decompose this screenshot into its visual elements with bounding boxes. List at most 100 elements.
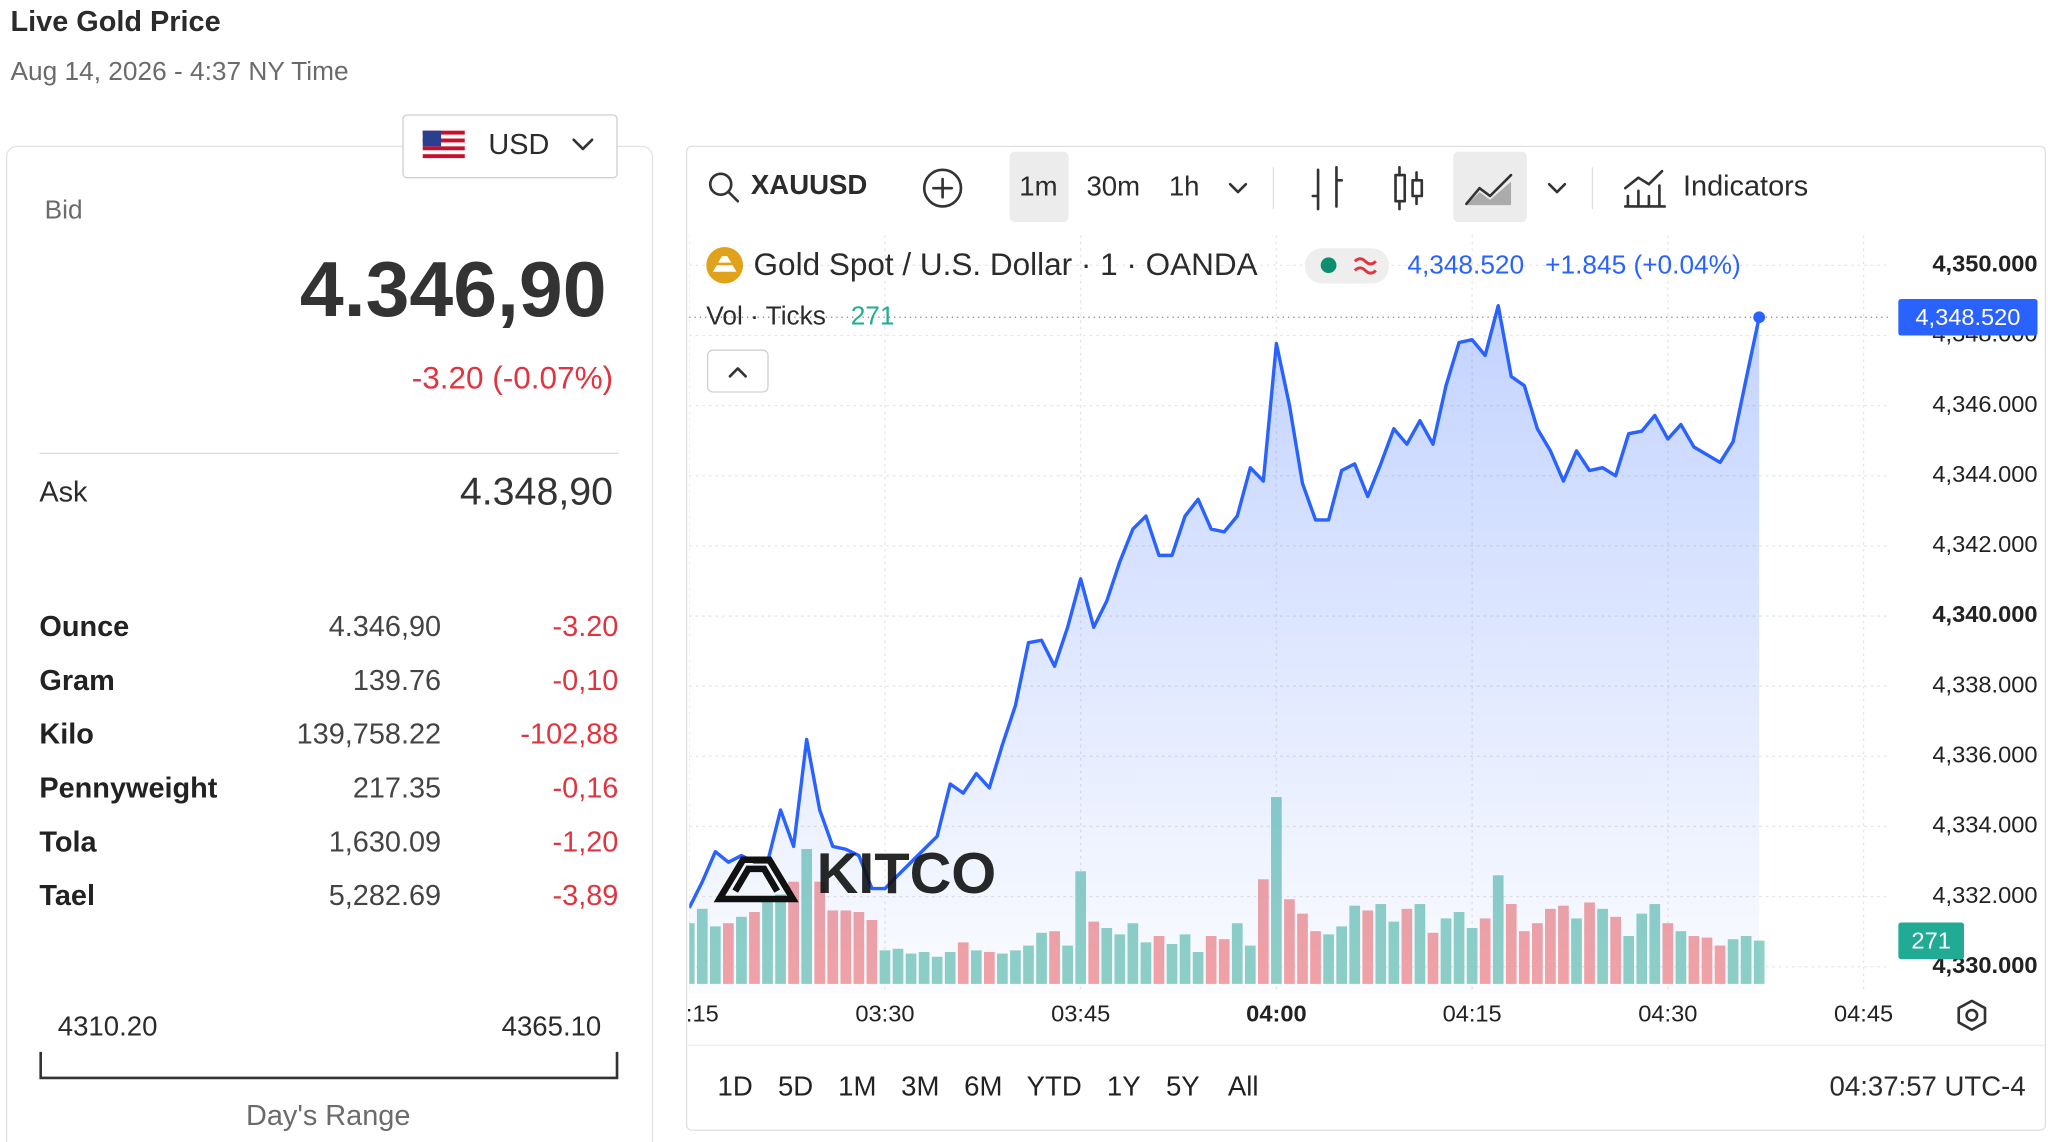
unit-change: -3,89 [553, 880, 619, 912]
compare-button[interactable] [922, 168, 963, 208]
volume-tag-label: 271 [1911, 927, 1950, 953]
collapse-legend[interactable] [706, 349, 769, 393]
period-button[interactable]: 6M [964, 1071, 1002, 1102]
search-icon-handle [727, 190, 740, 203]
y-tick-label: 4,350.000 [1932, 251, 2037, 277]
volume-legend-value: 271 [851, 300, 895, 330]
interval[interactable]: 1m [1019, 170, 1057, 201]
bid-change: -3.20 (-0.07%) [412, 361, 613, 396]
interval[interactable]: 30m [1086, 170, 1140, 201]
bar-chart-icon[interactable] [1311, 165, 1344, 211]
x-tick-label: 04:30 [1638, 1001, 1697, 1027]
bid-label: Bid [45, 195, 83, 225]
style-dropdown[interactable] [1547, 182, 1567, 194]
currency-select[interactable]: USD [402, 114, 618, 179]
unit-price: 217.35 [353, 773, 441, 805]
period-button[interactable]: All [1228, 1071, 1259, 1102]
status-icon [1353, 257, 1377, 275]
bid-price: 4.346,90 [300, 245, 607, 333]
volume-legend: Vol · Ticks [706, 300, 826, 330]
unit-name: Kilo [39, 719, 94, 751]
unit-name: Ounce [39, 611, 129, 643]
ask-label: Ask [39, 477, 88, 509]
period-button[interactable]: 3M [901, 1071, 939, 1102]
us-flag [422, 130, 465, 160]
unit-price: 4.346,90 [329, 611, 441, 643]
x-tick-label: 03:15 [660, 1001, 719, 1027]
range-label: Day's Range [246, 1100, 410, 1132]
y-tick-label: 4,342.000 [1932, 531, 2037, 557]
status-pill [1304, 248, 1389, 284]
period-button[interactable]: 1D [718, 1071, 753, 1102]
units-table: Ounce 4.346,90 -3.20 Gram 139.76 -0,10 Kilo 139… [39, 611, 618, 912]
price-line [689, 303, 1761, 909]
currency-label: USD [488, 129, 549, 161]
indicators-button[interactable]: Indicators [1623, 169, 1808, 208]
chevron [572, 138, 594, 151]
y-tick-label: 4,346.000 [1932, 391, 2037, 417]
period-button[interactable]: 5Y [1166, 1071, 1200, 1102]
x-tick-label: 03:30 [855, 1001, 914, 1027]
unit-price: 139,758.22 [297, 719, 441, 751]
period-button[interactable]: 1M [838, 1071, 876, 1102]
period-selector: 1D 5D 1M 3M 6M YTD 1Y 5Y All [718, 1071, 1259, 1102]
x-tick-label: 03:45 [1051, 1001, 1110, 1027]
watermark-logo [713, 856, 799, 903]
period-button[interactable]: 1Y [1107, 1071, 1141, 1102]
toolbar: XAUUSD 1m 30m 1h Indicators [708, 151, 1808, 223]
unit-change: -0,10 [553, 665, 619, 697]
interval-dropdown[interactable] [1228, 182, 1248, 194]
unit-name: Pennyweight [39, 773, 217, 805]
range-low: 4310.20 [58, 1011, 158, 1042]
y-tick-label: 4,334.000 [1932, 812, 2037, 838]
unit-price: 1,630.09 [329, 826, 441, 858]
range-high: 4365.10 [502, 1011, 602, 1042]
symbol-icon-bars [712, 256, 737, 272]
area-icon-fill [1466, 181, 1512, 206]
quote-panel [5, 145, 654, 1142]
unit-name: Tola [39, 826, 97, 858]
status-dot [1320, 257, 1337, 274]
legend: Gold Spot / U.S. Dollar · 1 · OANDA 4,34… [706, 247, 1741, 393]
price-tag-label: 4,348.520 [1915, 304, 2020, 330]
legend-price: 4,348.520 [1407, 250, 1524, 280]
chart-title: Gold Spot / U.S. Dollar · 1 · OANDA [754, 247, 1258, 282]
unit-price: 5,282.69 [329, 880, 441, 912]
timestamp: Aug 14, 2026 - 4:37 NY Time [11, 56, 349, 86]
unit-name: Gram [39, 665, 114, 697]
interval[interactable]: 1h [1169, 170, 1200, 201]
unit-change: -102,88 [520, 719, 618, 751]
price-axis: 4,330.0004,332.0004,334.0004,336.0004,33… [1898, 251, 2038, 978]
x-tick-label: 04:15 [1443, 1001, 1502, 1027]
search-icon [708, 172, 733, 196]
unit-name: Tael [39, 880, 95, 912]
unit-change: -1,20 [553, 826, 619, 858]
period-button[interactable]: 5D [778, 1071, 813, 1102]
y-tick-label: 4,340.000 [1932, 601, 2037, 627]
settings-icon[interactable] [1957, 999, 1987, 1031]
legend-change: +1.845 (+0.04%) [1545, 250, 1741, 280]
symbol-search[interactable]: XAUUSD [708, 169, 867, 203]
plot-area [689, 235, 1891, 994]
y-tick-label: 4,332.000 [1932, 882, 2037, 908]
period-button[interactable]: YTD [1027, 1071, 1082, 1102]
candle-icon[interactable] [1394, 165, 1424, 211]
range-bracket [39, 1051, 619, 1080]
interval-active-bg [1009, 151, 1069, 223]
price-tag [1898, 298, 2038, 336]
unit-change: -3.20 [553, 611, 619, 643]
x-tick-label: 04:00 [1246, 1001, 1306, 1027]
last-price-dot [1753, 311, 1766, 324]
watermark: KITCO [817, 842, 997, 906]
symbol: XAUUSD [751, 169, 867, 200]
ask-price: 4.348,90 [460, 469, 613, 513]
time-axis: 03:15 03:30 03:45 04:00 04:15 04:30 04:45 [660, 1001, 1894, 1027]
clock: 04:37:57 UTC-4 [1830, 1071, 2026, 1102]
chart-style-active-bg[interactable] [1453, 151, 1527, 223]
indicators-label: Indicators [1683, 171, 1808, 203]
y-tick-label: 4,338.000 [1932, 671, 2037, 697]
y-tick-label: 4,336.000 [1932, 742, 2037, 768]
volume-tag [1898, 922, 1964, 960]
y-tick-label: 4,344.000 [1932, 461, 2037, 487]
